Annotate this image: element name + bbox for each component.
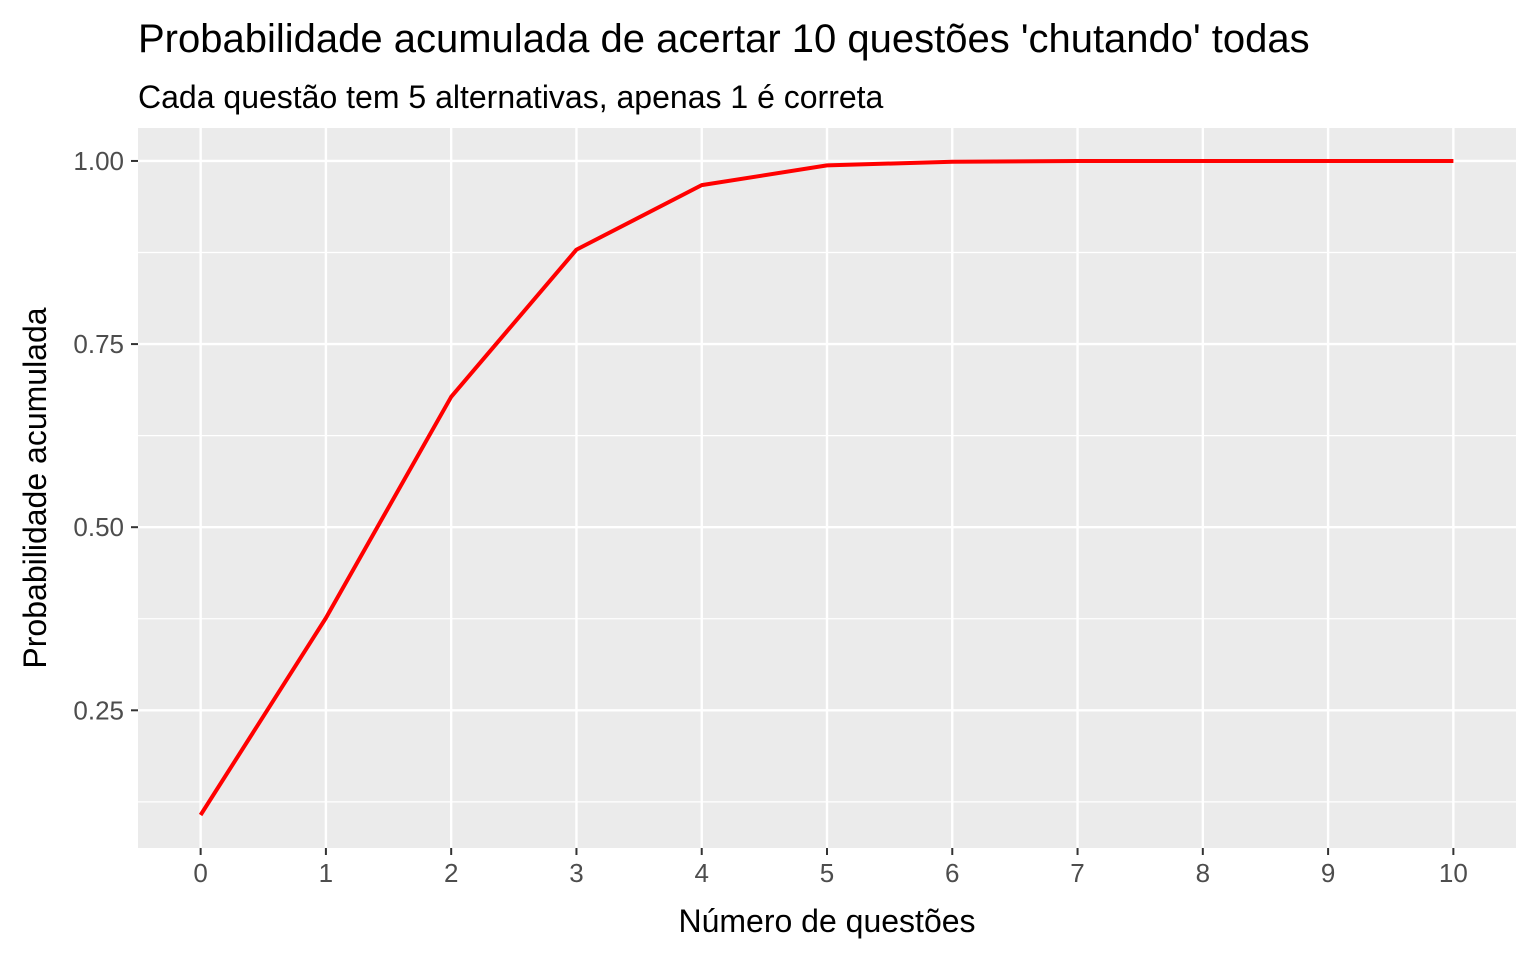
x-tick-label: 5 — [820, 858, 834, 888]
y-tick-label: 0.75 — [73, 329, 124, 359]
x-tick-label: 3 — [569, 858, 583, 888]
y-tick-label: 0.50 — [73, 512, 124, 542]
x-tick-label: 2 — [444, 858, 458, 888]
chart-subtitle: Cada questão tem 5 alternativas, apenas … — [138, 79, 884, 115]
series-line — [198, 159, 1454, 817]
x-tick-label: 0 — [193, 858, 207, 888]
x-tick-label: 4 — [694, 858, 708, 888]
x-tick-label: 7 — [1070, 858, 1084, 888]
x-tick-label: 9 — [1321, 858, 1335, 888]
x-tick-label: 8 — [1196, 858, 1210, 888]
x-axis-title: Número de questões — [678, 903, 975, 939]
y-tick-label: 1.00 — [73, 146, 124, 176]
x-axis: 0 1 2 3 4 5 6 7 8 9 10 — [193, 848, 1468, 888]
x-tick-label: 1 — [319, 858, 333, 888]
chart-title: Probabilidade acumulada de acertar 10 qu… — [138, 17, 1310, 61]
y-tick-label: 0.25 — [73, 695, 124, 725]
x-tick-label: 10 — [1439, 858, 1468, 888]
series-layer — [198, 159, 1454, 817]
y-axis: 0.25 0.50 0.75 1.00 — [73, 146, 138, 725]
x-tick-label: 6 — [945, 858, 959, 888]
y-axis-title: Probabilidade acumulada — [17, 307, 53, 668]
